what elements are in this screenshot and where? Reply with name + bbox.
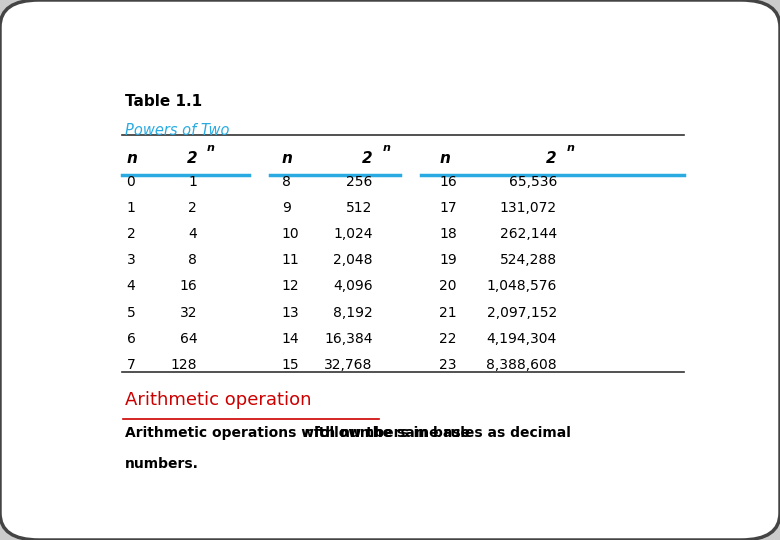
Text: 20: 20 (439, 279, 456, 293)
Text: 21: 21 (439, 306, 456, 320)
Text: 15: 15 (282, 358, 300, 372)
Text: 262,144: 262,144 (500, 227, 557, 241)
Text: 10: 10 (282, 227, 300, 241)
Text: 32,768: 32,768 (324, 358, 373, 372)
Text: 8,388,608: 8,388,608 (486, 358, 557, 372)
Text: 1,048,576: 1,048,576 (487, 279, 557, 293)
Text: 1,024: 1,024 (333, 227, 373, 241)
Text: 2: 2 (362, 151, 373, 166)
Text: 16: 16 (439, 174, 457, 188)
Text: 65,536: 65,536 (509, 174, 557, 188)
Text: 16: 16 (179, 279, 197, 293)
Text: Table 1.1: Table 1.1 (125, 94, 202, 109)
Text: 32: 32 (179, 306, 197, 320)
Text: 4,096: 4,096 (333, 279, 373, 293)
Text: n: n (207, 144, 215, 153)
Text: 2: 2 (546, 151, 557, 166)
Text: 256: 256 (346, 174, 373, 188)
Text: 11: 11 (282, 253, 300, 267)
Text: Arithmetic operations with numbers in base: Arithmetic operations with numbers in ba… (125, 426, 475, 440)
Text: 128: 128 (171, 358, 197, 372)
Text: Powers of Two: Powers of Two (125, 123, 229, 138)
Text: 0: 0 (126, 174, 135, 188)
Text: 64: 64 (179, 332, 197, 346)
Text: 3: 3 (126, 253, 135, 267)
Text: 2: 2 (189, 201, 197, 215)
Text: 12: 12 (282, 279, 300, 293)
Text: 22: 22 (439, 332, 456, 346)
Text: 2: 2 (126, 227, 135, 241)
Text: 8: 8 (188, 253, 197, 267)
Text: 1: 1 (126, 201, 136, 215)
Text: 8: 8 (282, 174, 291, 188)
Text: 23: 23 (439, 358, 456, 372)
Text: r: r (304, 426, 311, 440)
Text: 19: 19 (439, 253, 457, 267)
Text: 2,048: 2,048 (333, 253, 373, 267)
Text: n: n (439, 151, 450, 166)
Text: 5: 5 (126, 306, 135, 320)
Text: 512: 512 (346, 201, 373, 215)
Text: n: n (566, 144, 574, 153)
Text: 13: 13 (282, 306, 300, 320)
Text: 4: 4 (126, 279, 135, 293)
Text: 16,384: 16,384 (324, 332, 373, 346)
Text: n: n (126, 151, 137, 166)
Text: Arithmetic operation: Arithmetic operation (125, 391, 311, 409)
Text: follow the same rules as decimal: follow the same rules as decimal (309, 426, 570, 440)
Text: 2: 2 (186, 151, 197, 166)
Text: 18: 18 (439, 227, 457, 241)
Text: 524,288: 524,288 (500, 253, 557, 267)
Text: n: n (282, 151, 292, 166)
Text: 2,097,152: 2,097,152 (487, 306, 557, 320)
Text: 8,192: 8,192 (333, 306, 373, 320)
Text: 14: 14 (282, 332, 300, 346)
Text: 6: 6 (126, 332, 136, 346)
Text: n: n (382, 144, 390, 153)
Text: 4: 4 (189, 227, 197, 241)
Text: 17: 17 (439, 201, 456, 215)
Text: 1: 1 (188, 174, 197, 188)
Text: 9: 9 (282, 201, 291, 215)
Text: numbers.: numbers. (125, 457, 199, 471)
Text: 131,072: 131,072 (500, 201, 557, 215)
Text: 7: 7 (126, 358, 135, 372)
Text: 4,194,304: 4,194,304 (487, 332, 557, 346)
